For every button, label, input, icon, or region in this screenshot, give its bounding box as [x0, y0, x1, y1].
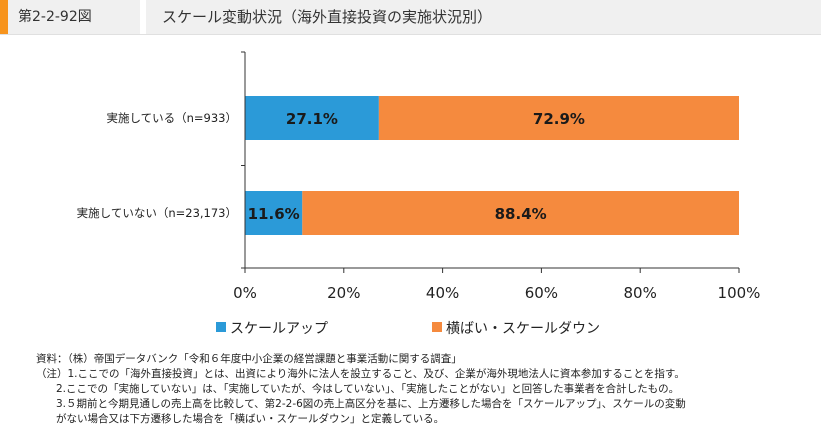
x-tick-label-5: 100% [718, 284, 761, 302]
category-label-0: 実施している（n=933） [106, 111, 237, 125]
x-tick-label-0: 0% [233, 284, 257, 302]
x-tick-label-2: 40% [426, 284, 459, 302]
figure-title: スケール変動状況（海外直接投資の実施状況別） [162, 8, 493, 26]
bar-flat-or-down-0 [378, 96, 739, 140]
legend-swatch-scale-up [216, 322, 226, 332]
data-label-scale-up-0: 27.1% [286, 110, 338, 128]
header-separator [140, 0, 146, 34]
category-label-1: 実施していない（n=23,173） [77, 206, 237, 220]
legend-label-scale-up: スケールアップ [230, 321, 328, 337]
bar-scale-up-1 [245, 191, 303, 235]
data-label-flat-or-down-0: 72.9% [533, 110, 585, 128]
x-tick-label-4: 80% [624, 284, 657, 302]
data-label-scale-up-1: 11.6% [248, 205, 300, 223]
header-accent-bar [0, 0, 8, 34]
note-3: 3.５期前と今期見通しの売上高を比較して、第2-2-6図の売上高区分を基に、上方… [56, 398, 686, 410]
stacked-bar-chart: 27.1% 72.9% 実施している（n=933） 11.6% 88.4% 実施していない… [77, 51, 761, 337]
note-3-cont: がない場合又は下方遷移した場合を「横ばい・スケールダウン」と定義している。 [56, 413, 445, 425]
legend-swatch-flat-or-down [432, 322, 442, 332]
note-2: 2.ここでの「実施していない」は、「実施していたが、今はしていない」、「実施した… [56, 383, 680, 395]
notes: 資料：（株）帝国データバンク「令和６年度中小企業の経営課題と事業活動に関する調査… [36, 352, 816, 427]
bar-scale-up-0 [245, 96, 379, 140]
figure-header: 第2-2-92図 スケール変動状況（海外直接投資の実施状況別） [0, 0, 821, 35]
x-tick-label-1: 20% [327, 284, 360, 302]
figure-number: 第2-2-92図 [18, 9, 92, 25]
note-source: 資料：（株）帝国データバンク「令和６年度中小企業の経営課題と事業活動に関する調査… [36, 353, 462, 365]
data-label-flat-or-down-1: 88.4% [495, 205, 547, 223]
note-1: （注）1.ここでの「海外直接投資」とは、出資により海外に法人を設立すること、及び… [36, 368, 685, 380]
legend-label-flat-or-down: 横ばい・スケールダウン [446, 321, 600, 337]
bar-flat-or-down-1 [302, 191, 739, 235]
x-tick-label-3: 60% [525, 284, 558, 302]
